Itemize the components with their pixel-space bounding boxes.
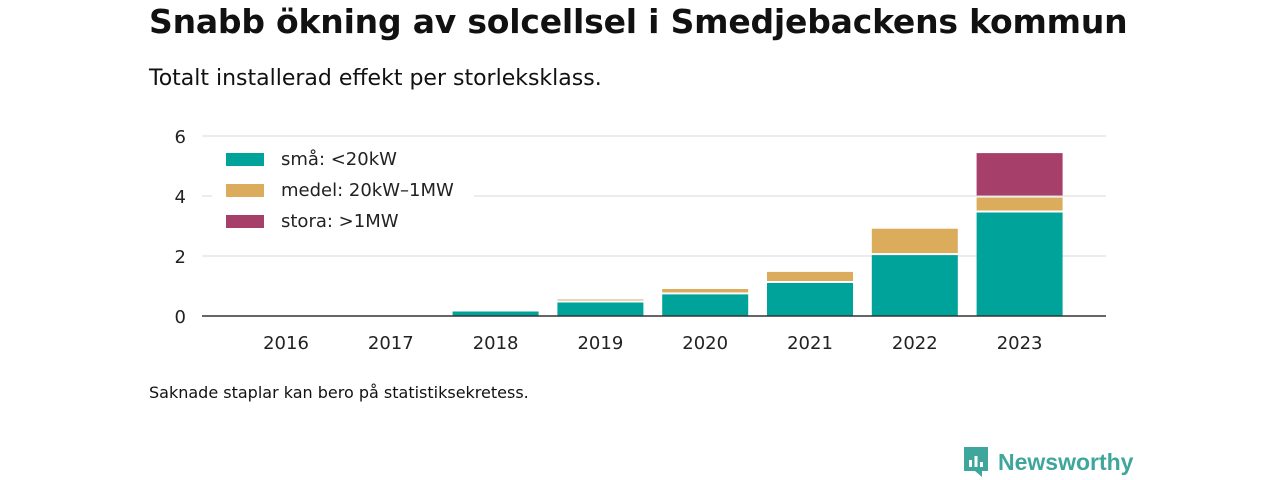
bar-segment — [662, 289, 749, 293]
newsworthy-logo: Newsworthy — [962, 446, 1133, 478]
legend-swatch — [226, 184, 264, 197]
y-tick-label: 4 — [175, 187, 186, 208]
bar-segment — [662, 294, 749, 316]
y-tick-label: 0 — [175, 307, 186, 328]
y-axis-ticks: 0 2 4 6 — [175, 127, 186, 328]
x-tick-label: 2023 — [997, 333, 1043, 354]
x-tick-label: 2019 — [577, 333, 623, 354]
legend-swatch — [226, 153, 264, 166]
x-tick-label: 2017 — [368, 333, 414, 354]
x-tick-label: 2016 — [263, 333, 309, 354]
bar-segment — [452, 311, 539, 316]
x-tick-label: 2022 — [892, 333, 938, 354]
x-tick-label: 2021 — [787, 333, 833, 354]
newsworthy-logo-icon — [964, 447, 988, 477]
legend: små: <20kW medel: 20kW–1MW stora: >1MW — [212, 142, 474, 242]
bar-segment — [871, 228, 958, 254]
y-tick-label: 2 — [175, 247, 186, 268]
x-axis-ticks: 2016 2017 2018 2019 2020 2021 2022 2023 — [263, 333, 1042, 354]
x-tick-label: 2018 — [473, 333, 519, 354]
bar-segment — [976, 153, 1063, 196]
bar-segment — [557, 299, 644, 301]
legend-label: medel: 20kW–1MW — [281, 180, 454, 201]
chart-title: Snabb ökning av solcellsel i Smedjebacke… — [149, 2, 1128, 41]
bar-segment — [767, 283, 853, 316]
legend-label: små: <20kW — [281, 149, 397, 170]
bar-segment — [557, 302, 644, 316]
legend-label: stora: >1MW — [281, 211, 399, 232]
bar-segment — [871, 255, 958, 316]
chart-subtitle: Totalt installerad effekt per storlekskl… — [149, 66, 602, 91]
newsworthy-logo-text: Newsworthy — [998, 448, 1134, 475]
bar-segment — [976, 212, 1063, 316]
bars — [452, 153, 1063, 316]
legend-swatch — [226, 215, 264, 228]
footnote: Saknade staplar kan bero på statistiksek… — [149, 383, 529, 402]
bar-segment — [976, 197, 1063, 211]
stacked-bar-chart: 0 2 4 6 2016 2017 2018 2019 2020 2021 2022 2023 sm… — [175, 127, 1106, 354]
y-tick-label: 6 — [175, 127, 186, 148]
x-tick-label: 2020 — [682, 333, 728, 354]
bar-segment — [767, 271, 853, 281]
